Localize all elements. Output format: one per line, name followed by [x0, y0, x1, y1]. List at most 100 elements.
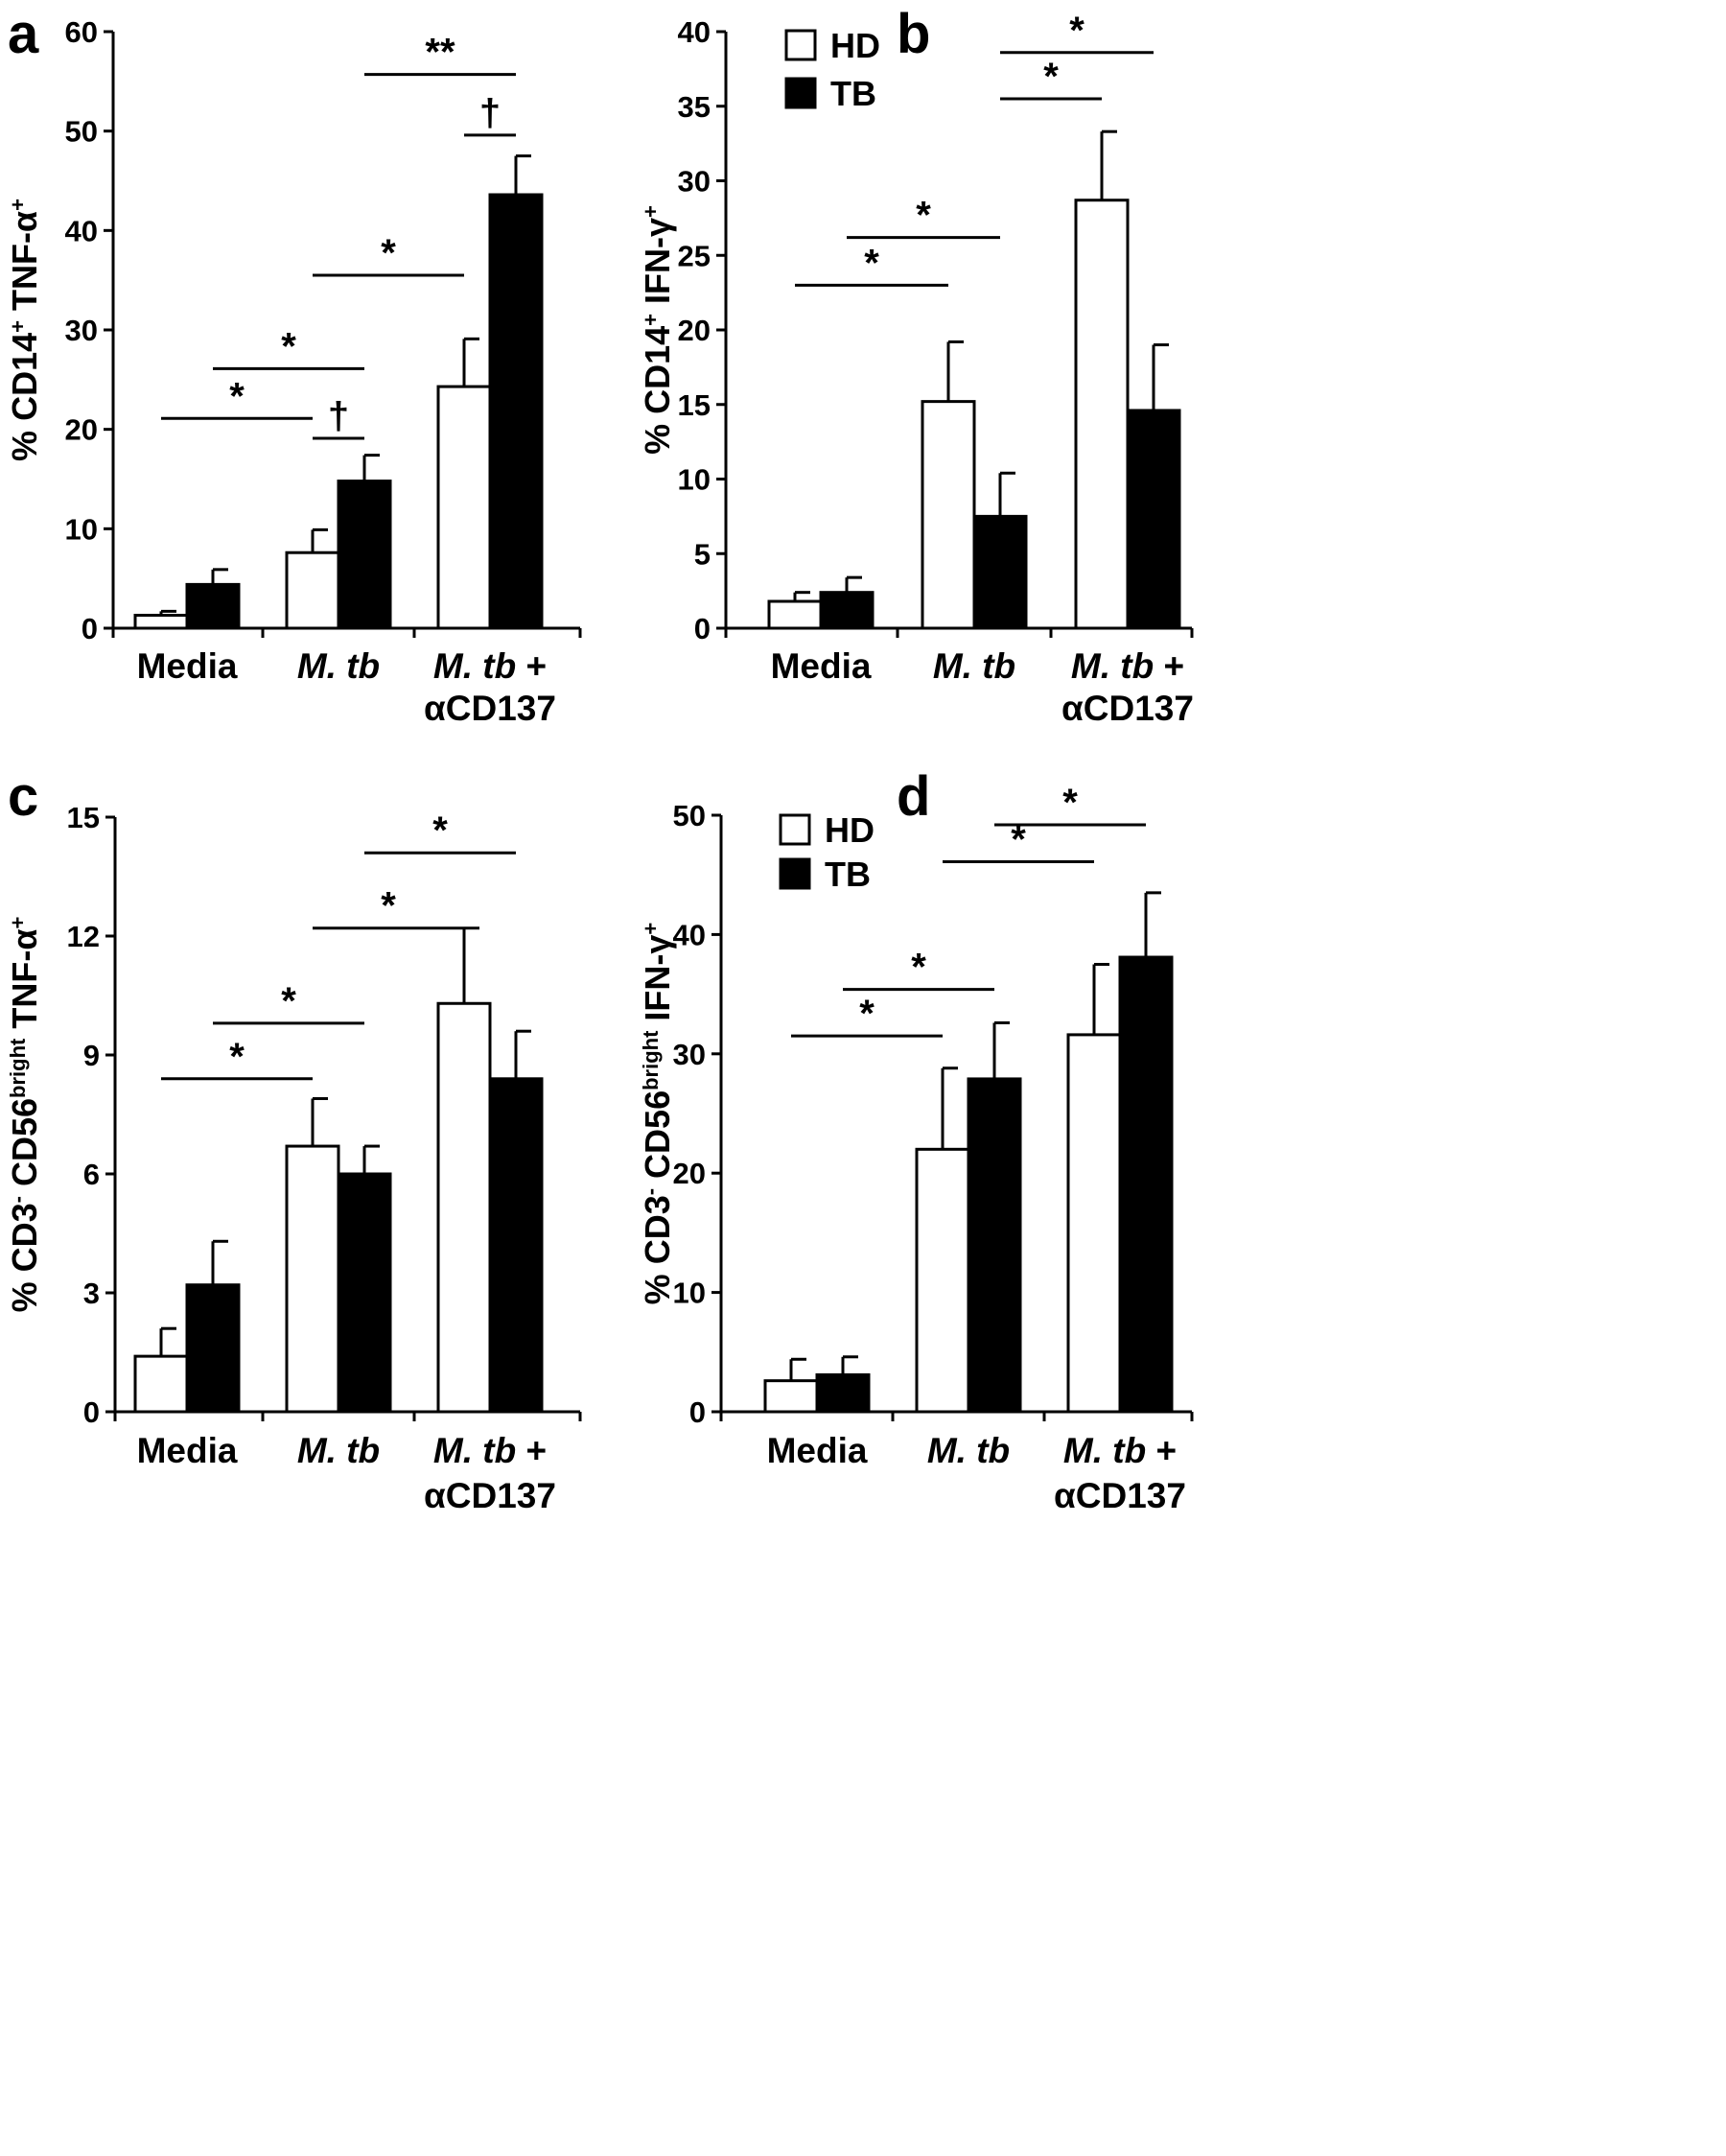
category-label: M. tb — [933, 646, 1015, 686]
superscript: bright — [6, 1038, 30, 1098]
superscript: + — [639, 923, 663, 935]
label-part: M. tb — [927, 1431, 1010, 1470]
significance-marker: * — [229, 1036, 245, 1078]
legend-label: HD — [830, 26, 880, 65]
significance-marker: * — [381, 232, 396, 274]
bar-tb — [815, 1372, 871, 1414]
label-part: + — [1154, 646, 1184, 686]
category-label: αCD137 — [424, 689, 556, 728]
label-part: + — [1146, 1431, 1177, 1470]
legend-label: HD — [825, 810, 875, 850]
category-label: Media — [771, 646, 872, 686]
superscript: + — [639, 205, 663, 218]
bar-hd — [436, 1001, 492, 1414]
bar-hd — [133, 614, 189, 630]
label-part: + — [516, 1431, 547, 1470]
y-tick-label: 20 — [65, 413, 98, 447]
y-tick-label: 60 — [65, 15, 98, 49]
label-part: M. tb — [297, 646, 380, 686]
significance-marker: * — [916, 195, 931, 237]
bar-tb — [185, 582, 241, 630]
label-part: CD56 — [5, 1098, 44, 1196]
superscript: + — [6, 917, 30, 929]
label-part: M. tb — [433, 1431, 516, 1470]
bar-tb — [488, 1077, 544, 1414]
y-tick-label: 0 — [689, 1395, 706, 1429]
label-part: M. tb — [433, 646, 516, 686]
label-part: CD56 — [638, 1090, 677, 1188]
label-part: % CD3 — [5, 1203, 44, 1312]
y-tick-label: 0 — [82, 612, 98, 645]
bar-tb — [972, 514, 1028, 630]
bar-hd — [767, 599, 823, 630]
bar-hd — [436, 385, 492, 630]
y-axis-label: % CD3- CD56bright IFN-γ+ — [638, 923, 677, 1305]
bar-hd — [1074, 199, 1130, 630]
y-tick-label: 5 — [694, 537, 711, 571]
y-tick-label: 15 — [678, 388, 711, 422]
y-tick-label: 0 — [83, 1395, 100, 1429]
label-part: αCD137 — [424, 1476, 556, 1515]
category-label: M. tb — [297, 1431, 380, 1470]
y-tick-label: 3 — [83, 1277, 100, 1310]
label-part: Media — [137, 1431, 238, 1470]
y-tick-label: 40 — [678, 15, 711, 49]
category-label: αCD137 — [1054, 1476, 1186, 1515]
legend-swatch — [784, 29, 817, 61]
bar-tb — [967, 1077, 1022, 1414]
label-part: αCD137 — [1054, 1476, 1186, 1515]
label-part: + — [516, 646, 547, 686]
label-part: αCD137 — [424, 689, 556, 728]
label-part: αCD137 — [1061, 689, 1194, 728]
bar-tb — [819, 591, 875, 630]
superscript: + — [6, 199, 30, 211]
y-axis-label: % CD14+ IFN-γ+ — [638, 205, 677, 455]
y-tick-label: 9 — [83, 1039, 100, 1072]
legend-swatch — [779, 813, 811, 846]
significance-marker: * — [381, 885, 396, 927]
bar-hd — [285, 1144, 340, 1414]
category-label: Media — [767, 1431, 868, 1470]
significance-marker: * — [281, 325, 296, 367]
y-tick-label: 12 — [67, 920, 100, 953]
superscript: + — [639, 314, 663, 326]
y-tick-label: 10 — [678, 463, 711, 497]
label-part: Media — [137, 646, 238, 686]
category-label: M. tb — [297, 646, 380, 686]
bar-hd — [285, 551, 340, 630]
bar-hd — [133, 1354, 189, 1414]
significance-marker: † — [328, 395, 349, 437]
bar-tb — [337, 1172, 392, 1414]
label-part: M. tb — [297, 1431, 380, 1470]
superscript: bright — [639, 1030, 663, 1090]
significance-marker: * — [1069, 10, 1085, 52]
bar-tb — [337, 480, 392, 630]
significance-marker: * — [229, 375, 245, 417]
panel-letter: c — [8, 765, 38, 828]
significance-marker: * — [1011, 819, 1026, 861]
bar-tb — [1126, 409, 1181, 630]
significance-marker: † — [479, 92, 501, 134]
bar-tb — [185, 1283, 241, 1414]
significance-marker: * — [864, 242, 879, 284]
y-tick-label: 6 — [83, 1158, 100, 1191]
y-tick-label: 40 — [65, 214, 98, 247]
significance-marker: * — [859, 993, 875, 1035]
y-tick-label: 10 — [673, 1277, 706, 1310]
y-tick-label: 30 — [678, 165, 711, 199]
category-label: M. tb + — [1063, 1431, 1177, 1470]
y-axis-label: % CD14+ TNF-α+ — [5, 199, 44, 461]
label-part: % CD14 — [638, 326, 677, 455]
panel-letter: d — [897, 765, 930, 828]
label-part: Media — [767, 1431, 868, 1470]
y-tick-label: 35 — [678, 90, 711, 124]
bar-hd — [1066, 1033, 1122, 1414]
y-tick-label: 30 — [673, 1038, 706, 1071]
y-tick-label: 15 — [67, 801, 100, 834]
label-part: TNF-α — [5, 211, 44, 320]
